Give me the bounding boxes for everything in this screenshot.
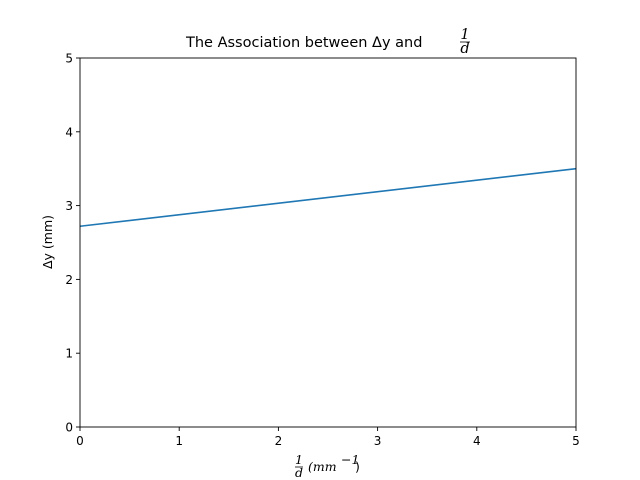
x-tick-label: 5 <box>572 434 580 448</box>
y-tick-label: 5 <box>65 52 73 66</box>
chart-title: The Association between Δy and 1 d <box>185 27 470 57</box>
y-tick-label: 2 <box>65 273 73 287</box>
x-axis-label-close: ) <box>355 459 360 474</box>
x-tick-label: 3 <box>374 434 382 448</box>
x-tick-label: 4 <box>473 434 481 448</box>
series-line-0 <box>79 167 577 228</box>
y-tick-label: 1 <box>65 347 73 361</box>
x-tick-label: 0 <box>76 434 84 448</box>
chart-title-frac-num: 1 <box>460 27 469 43</box>
x-axis-label: 1 d (mm −1 ) <box>295 452 360 480</box>
chart-title-frac-den: d <box>460 41 469 57</box>
y-tick-label: 0 <box>65 421 73 435</box>
x-tick-label: 1 <box>175 434 183 448</box>
y-tick-label: 4 <box>65 125 73 139</box>
x-axis-label-exp: −1 <box>341 452 359 467</box>
x-tick-label: 2 <box>275 434 283 448</box>
plot-frame <box>79 57 577 428</box>
x-axis-label-unit: (mm <box>308 459 337 474</box>
y-axis-label: Δy (mm) <box>40 215 55 269</box>
x-axis-label-frac-num: 1 <box>295 452 303 467</box>
x-axis-label-frac-den: d <box>295 465 303 480</box>
chart-title-text: The Association between Δy and <box>185 35 422 51</box>
y-tick-label: 3 <box>65 199 73 213</box>
plot-area: 0 1 2 3 4 5 0 1 2 3 4 5 <box>65 52 579 449</box>
